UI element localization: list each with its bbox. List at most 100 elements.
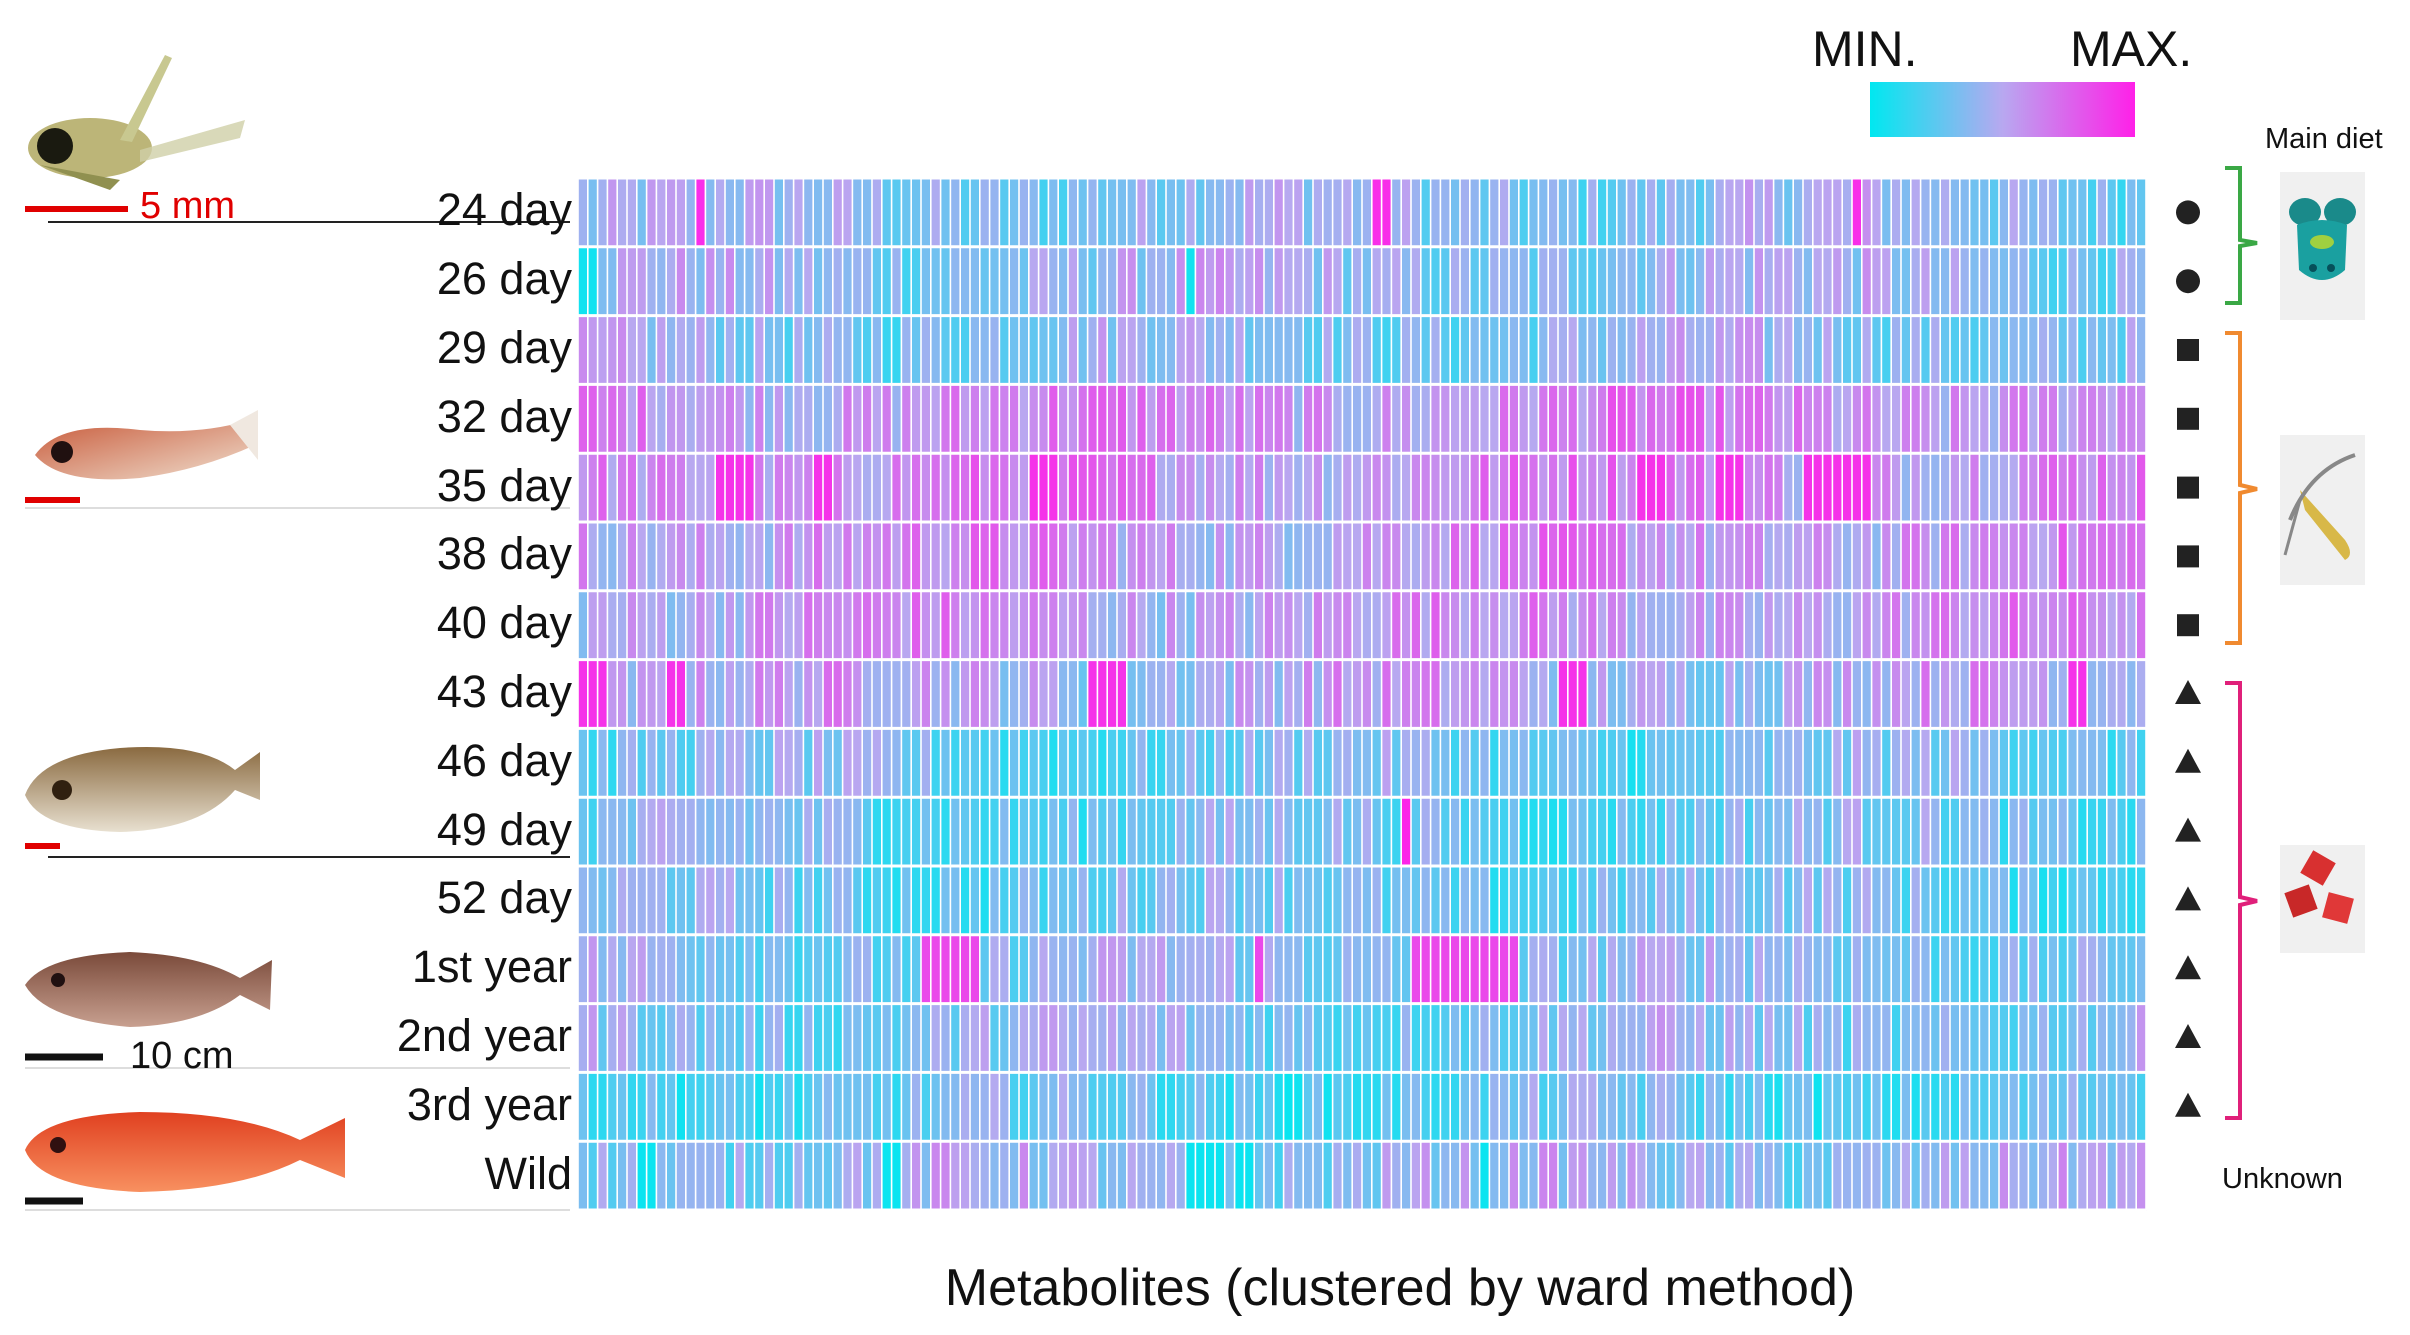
heatmap-cell bbox=[842, 522, 853, 591]
heatmap-cell bbox=[1822, 246, 1833, 316]
heatmap-cell bbox=[1107, 590, 1118, 660]
heatmap-cell bbox=[1656, 934, 1666, 1004]
heatmap-cell bbox=[1979, 934, 1990, 1004]
heatmap-cell bbox=[1489, 1141, 1500, 1211]
heatmap-cell bbox=[1244, 934, 1255, 1004]
heatmap-cell bbox=[1665, 522, 1676, 591]
heatmap-cell bbox=[2126, 1003, 2137, 1073]
heatmap-cell bbox=[1754, 797, 1764, 867]
heatmap-cell bbox=[1773, 1072, 1784, 1142]
heatmap-cell bbox=[1881, 384, 1892, 454]
heatmap-cell bbox=[2116, 246, 2127, 316]
heatmap-cell bbox=[715, 590, 726, 660]
heatmap-cell bbox=[1754, 522, 1764, 591]
heatmap-cell bbox=[1950, 590, 1960, 660]
heatmap-cell bbox=[578, 246, 588, 316]
heatmap-cell bbox=[705, 1003, 716, 1073]
heatmap-cell bbox=[1185, 659, 1196, 729]
heatmap-cell bbox=[813, 797, 824, 867]
heatmap-cell bbox=[1401, 178, 1412, 247]
heatmap-cell bbox=[1969, 1141, 1980, 1211]
heatmap-cell bbox=[1754, 866, 1764, 935]
heatmap-cell bbox=[2038, 315, 2049, 385]
heatmap-cell bbox=[1166, 453, 1176, 523]
heatmap-cell bbox=[842, 246, 853, 316]
heatmap-cell bbox=[1411, 522, 1421, 591]
heatmap-cell bbox=[695, 384, 706, 454]
heatmap-cell bbox=[1773, 384, 1784, 454]
heatmap-cell bbox=[627, 453, 637, 523]
heatmap-cell bbox=[1009, 384, 1020, 454]
heatmap-cell bbox=[1234, 315, 1245, 385]
heatmap-cell bbox=[774, 1072, 784, 1142]
heatmap-cell bbox=[2018, 1141, 2029, 1211]
heatmap-cell bbox=[1391, 178, 1402, 247]
heatmap-cell bbox=[1969, 453, 1980, 523]
heatmap-cell bbox=[2077, 1003, 2088, 1073]
heatmap-cell bbox=[607, 659, 618, 729]
heatmap-cell bbox=[1097, 590, 1108, 660]
heatmap-cell bbox=[1293, 522, 1304, 591]
heatmap-cell bbox=[1371, 797, 1382, 867]
heatmap-cell bbox=[1567, 246, 1578, 316]
heatmap-cell bbox=[1371, 659, 1382, 729]
heatmap-cell bbox=[1019, 934, 1029, 1004]
heatmap-cell bbox=[1156, 384, 1167, 454]
heatmap-cell bbox=[1028, 934, 1039, 1004]
heatmap-cell bbox=[676, 1141, 686, 1211]
heatmap-cell bbox=[1803, 659, 1813, 729]
heatmap-cell bbox=[1842, 522, 1853, 591]
heatmap-cell bbox=[774, 659, 784, 729]
heatmap-cell bbox=[1028, 1072, 1039, 1142]
heatmap-cell bbox=[1852, 934, 1862, 1004]
heatmap-cell bbox=[783, 384, 794, 454]
heatmap-cell bbox=[617, 866, 628, 935]
heatmap-cell bbox=[1538, 728, 1549, 798]
heatmap-cell bbox=[1920, 590, 1931, 660]
heatmap-cell bbox=[999, 659, 1010, 729]
heatmap-cell bbox=[852, 797, 863, 867]
heatmap-cell bbox=[989, 1072, 1000, 1142]
heatmap-cell bbox=[970, 659, 980, 729]
heatmap-cell bbox=[1656, 866, 1666, 935]
heatmap-cell bbox=[1440, 797, 1451, 867]
heatmap-cell bbox=[1626, 1072, 1637, 1142]
heatmap-cell bbox=[1999, 178, 2009, 247]
heatmap-cell bbox=[1685, 659, 1696, 729]
heatmap-cell bbox=[1028, 246, 1039, 316]
heatmap-cell bbox=[823, 659, 833, 729]
heatmap-cell bbox=[656, 246, 667, 316]
heatmap-cell bbox=[930, 590, 941, 660]
heatmap-cell bbox=[1999, 728, 2009, 798]
heatmap-cell bbox=[1832, 1141, 1843, 1211]
heatmap-cell bbox=[1264, 1072, 1274, 1142]
heatmap-cell bbox=[842, 1003, 853, 1073]
colorbar-max-label: MAX. bbox=[2070, 21, 2193, 77]
heatmap-cell bbox=[1685, 453, 1696, 523]
heatmap-cell bbox=[725, 797, 735, 867]
heatmap-cell bbox=[979, 934, 990, 1004]
heatmap-cell bbox=[1832, 522, 1843, 591]
heatmap-cell bbox=[989, 178, 1000, 247]
heatmap-cell bbox=[979, 866, 990, 935]
heatmap-cell bbox=[695, 453, 706, 523]
heatmap-cell bbox=[725, 522, 735, 591]
heatmap-cell bbox=[1538, 246, 1549, 316]
heatmap-cell bbox=[744, 246, 755, 316]
heatmap-cell bbox=[1450, 797, 1461, 867]
heatmap-cell bbox=[1518, 590, 1529, 660]
heatmap-cell bbox=[587, 728, 598, 798]
heatmap-cell bbox=[1920, 522, 1931, 591]
heatmap-cell bbox=[2106, 315, 2117, 385]
heatmap-cell bbox=[744, 797, 755, 867]
heatmap-cell bbox=[1763, 659, 1774, 729]
heatmap-cell bbox=[1969, 1072, 1980, 1142]
heatmap-cell bbox=[979, 659, 990, 729]
heatmap-cell bbox=[744, 178, 755, 247]
heatmap-cell bbox=[2106, 384, 2117, 454]
heatmap-cell bbox=[1597, 384, 1608, 454]
heatmap-cell bbox=[1695, 178, 1706, 247]
heatmap-cell bbox=[1440, 590, 1451, 660]
heatmap-cell bbox=[1714, 178, 1725, 247]
